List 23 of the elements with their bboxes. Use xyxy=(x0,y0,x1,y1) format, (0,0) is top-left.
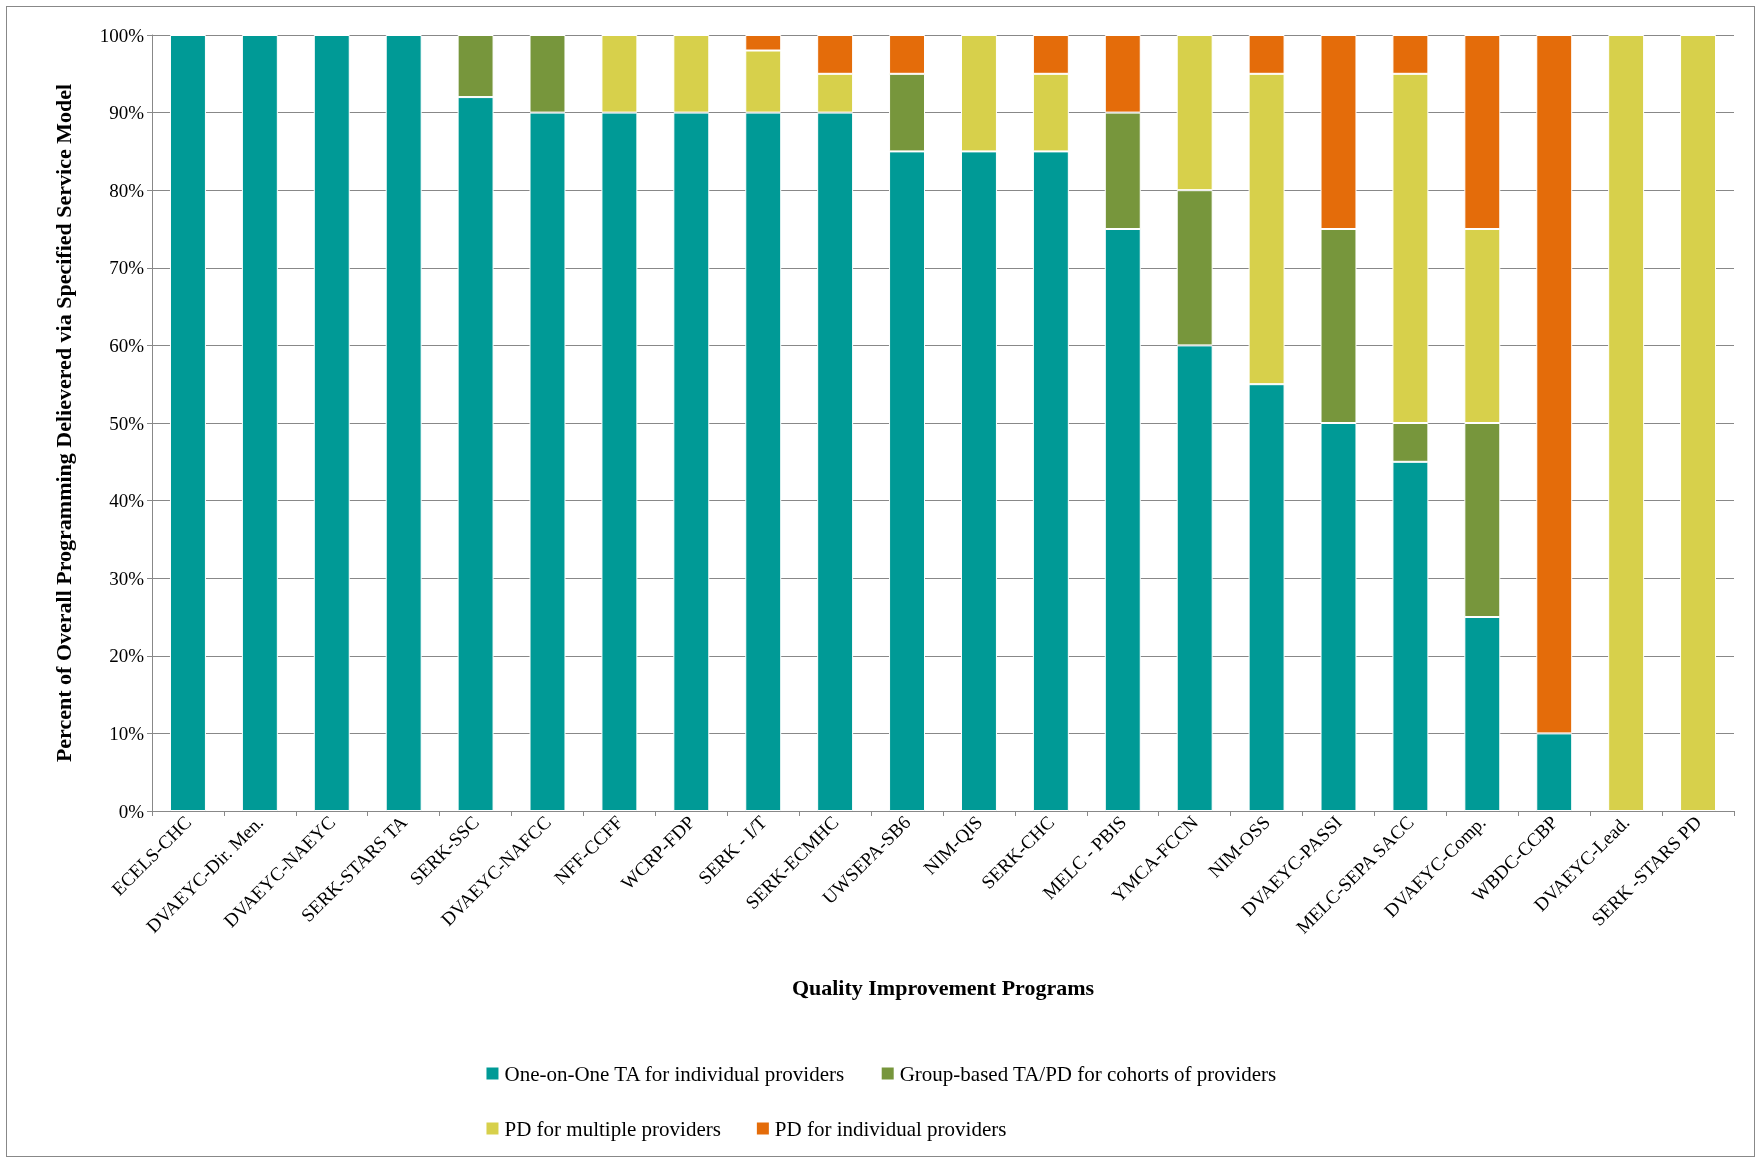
y-tick-label: 10% xyxy=(109,722,145,744)
y-tick-label: 80% xyxy=(109,179,145,201)
bar xyxy=(1608,35,1645,811)
bar xyxy=(385,35,422,811)
x-axis-title: Quality Improvement Programs xyxy=(791,974,1095,1000)
legend-label: PD for multiple providers xyxy=(504,1116,721,1141)
y-tick-label: 70% xyxy=(109,257,145,279)
legend-label: Group-based TA/PD for cohorts of providers xyxy=(899,1061,1277,1086)
y-tick-label: 40% xyxy=(109,490,145,512)
y-tick-label: 20% xyxy=(109,645,145,667)
legend-label: PD for individual providers xyxy=(774,1116,1007,1141)
y-tick-label: 50% xyxy=(109,412,145,434)
y-tick-label: 30% xyxy=(109,567,145,589)
bar xyxy=(313,35,350,811)
bar xyxy=(241,35,278,811)
y-tick-label: 90% xyxy=(109,102,145,124)
y-axis-title: Percent of Overall Programming Delievered via Specified Service Model xyxy=(50,83,76,763)
y-tick-label: 100% xyxy=(99,24,145,46)
bar xyxy=(169,35,206,811)
y-tick-label: 60% xyxy=(109,334,145,356)
y-tick-label: 0% xyxy=(118,800,145,822)
legend-label: One-on-One TA for individual providers xyxy=(504,1061,845,1086)
bar xyxy=(1680,35,1717,811)
